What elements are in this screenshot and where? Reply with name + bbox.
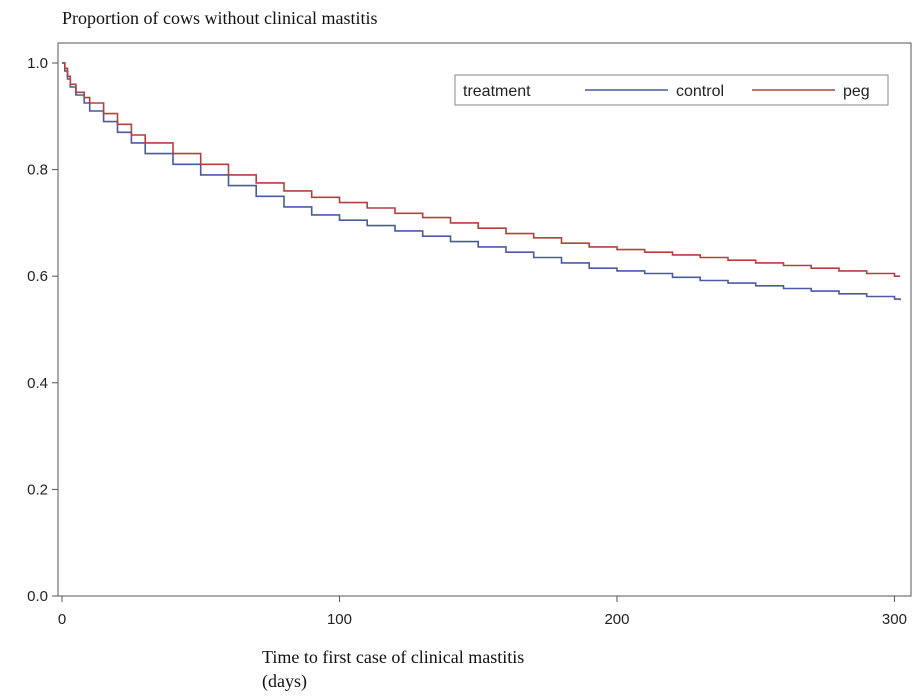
- x-tick-label: 100: [327, 611, 352, 628]
- y-axis-title: Proportion of cows without clinical mast…: [62, 8, 378, 28]
- x-axis-ticks: 0 100 200 300: [58, 596, 907, 628]
- series-line-peg: [62, 62, 900, 277]
- series-lines: [62, 62, 901, 301]
- plot-area-frame: [57, 42, 912, 597]
- legend-label-peg: peg: [843, 83, 870, 100]
- legend-title: treatment: [463, 83, 531, 100]
- x-axis-title-line2: (days): [262, 671, 307, 691]
- y-axis-ticks: 0.0 0.2 0.4 0.6 0.8 1.0: [27, 55, 58, 605]
- y-tick-label: 0.4: [27, 375, 48, 392]
- legend-label-control: control: [676, 83, 724, 100]
- y-tick-label: 1.0: [27, 55, 48, 72]
- x-tick-label: 300: [882, 611, 907, 628]
- y-tick-label: 0.2: [27, 481, 48, 498]
- x-axis-title-line1: Time to first case of clinical mastitis: [262, 647, 525, 667]
- x-axis-title: Time to first case of clinical mastitis …: [262, 645, 682, 693]
- legend: treatment control peg: [454, 74, 889, 106]
- y-tick-label: 0.6: [27, 268, 48, 285]
- x-tick-label: 200: [604, 611, 629, 628]
- y-tick-label: 0.8: [27, 162, 48, 179]
- y-tick-label: 0.0: [27, 588, 48, 605]
- x-tick-label: 0: [58, 611, 66, 628]
- series-line-control: [62, 62, 901, 301]
